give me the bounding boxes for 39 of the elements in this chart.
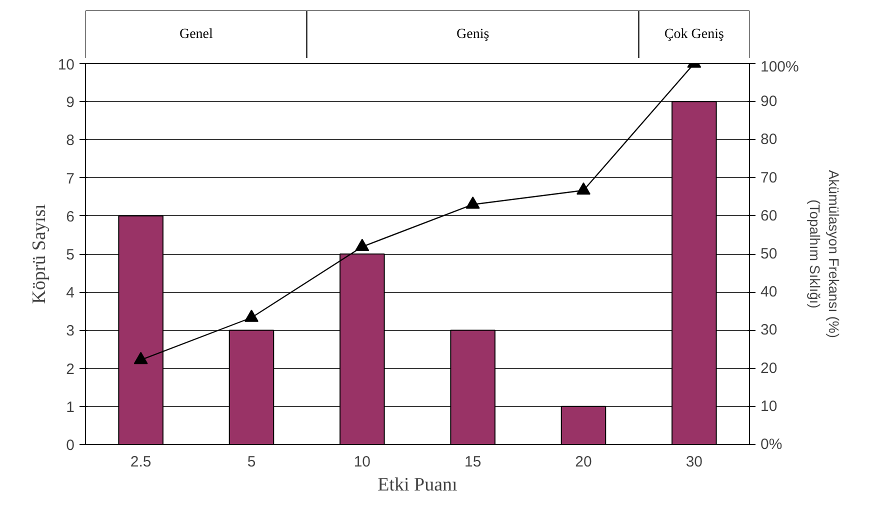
y2-tick-label: 60	[760, 207, 778, 224]
text: Çok Geniş	[664, 27, 724, 42]
y2-tick-label: 0%	[760, 436, 782, 453]
point	[466, 196, 480, 209]
y-tick-label: 7	[66, 170, 74, 188]
y2-tick-label: 70	[760, 169, 778, 186]
y2-tick-label: 100%	[760, 58, 799, 76]
y2-tick-label: 10	[760, 398, 778, 415]
y-axis-title: Köprü Sayısı	[28, 204, 50, 304]
y2-tick-label: 20	[760, 360, 778, 377]
y2-tick-label: 80	[760, 131, 778, 148]
point	[244, 310, 258, 322]
y-tick-label: 3	[66, 322, 74, 340]
y-tick-label: 9	[66, 94, 74, 112]
x-axis-title: Etki Puanı	[378, 474, 458, 496]
x-tick-label: 15	[464, 454, 482, 470]
y-tick-label: 4	[66, 284, 74, 302]
point	[576, 182, 590, 195]
y2-tick-label: 50	[760, 246, 778, 262]
y-tick-label: 1	[66, 398, 74, 416]
text: Geniş	[456, 27, 490, 42]
y-tick-label: 8	[66, 132, 74, 150]
y-tick-label: 2	[66, 360, 74, 378]
x-tick-label: 10	[354, 454, 371, 470]
point	[134, 352, 148, 364]
y2-axis-title: Akümülasyon Frekansı (%) (Topalhım Sıklığı)	[806, 170, 842, 338]
y-tick-label: 6	[66, 208, 74, 226]
x-tick-label: 2.5	[130, 454, 152, 470]
point	[355, 238, 370, 252]
y-tick-label: 0	[66, 437, 74, 454]
x-tick-label: 20	[575, 454, 592, 470]
x-tick-label: 5	[247, 454, 256, 470]
y2-tick-label: 30	[760, 322, 778, 339]
y2-tick-label: 90	[760, 93, 778, 110]
y-tick-label: 5	[66, 246, 74, 264]
y-tick-label: 10	[58, 56, 75, 74]
text: Genel	[179, 27, 213, 42]
y2-tick-label: 40	[760, 284, 778, 301]
x-tick-label: 30	[686, 454, 703, 470]
